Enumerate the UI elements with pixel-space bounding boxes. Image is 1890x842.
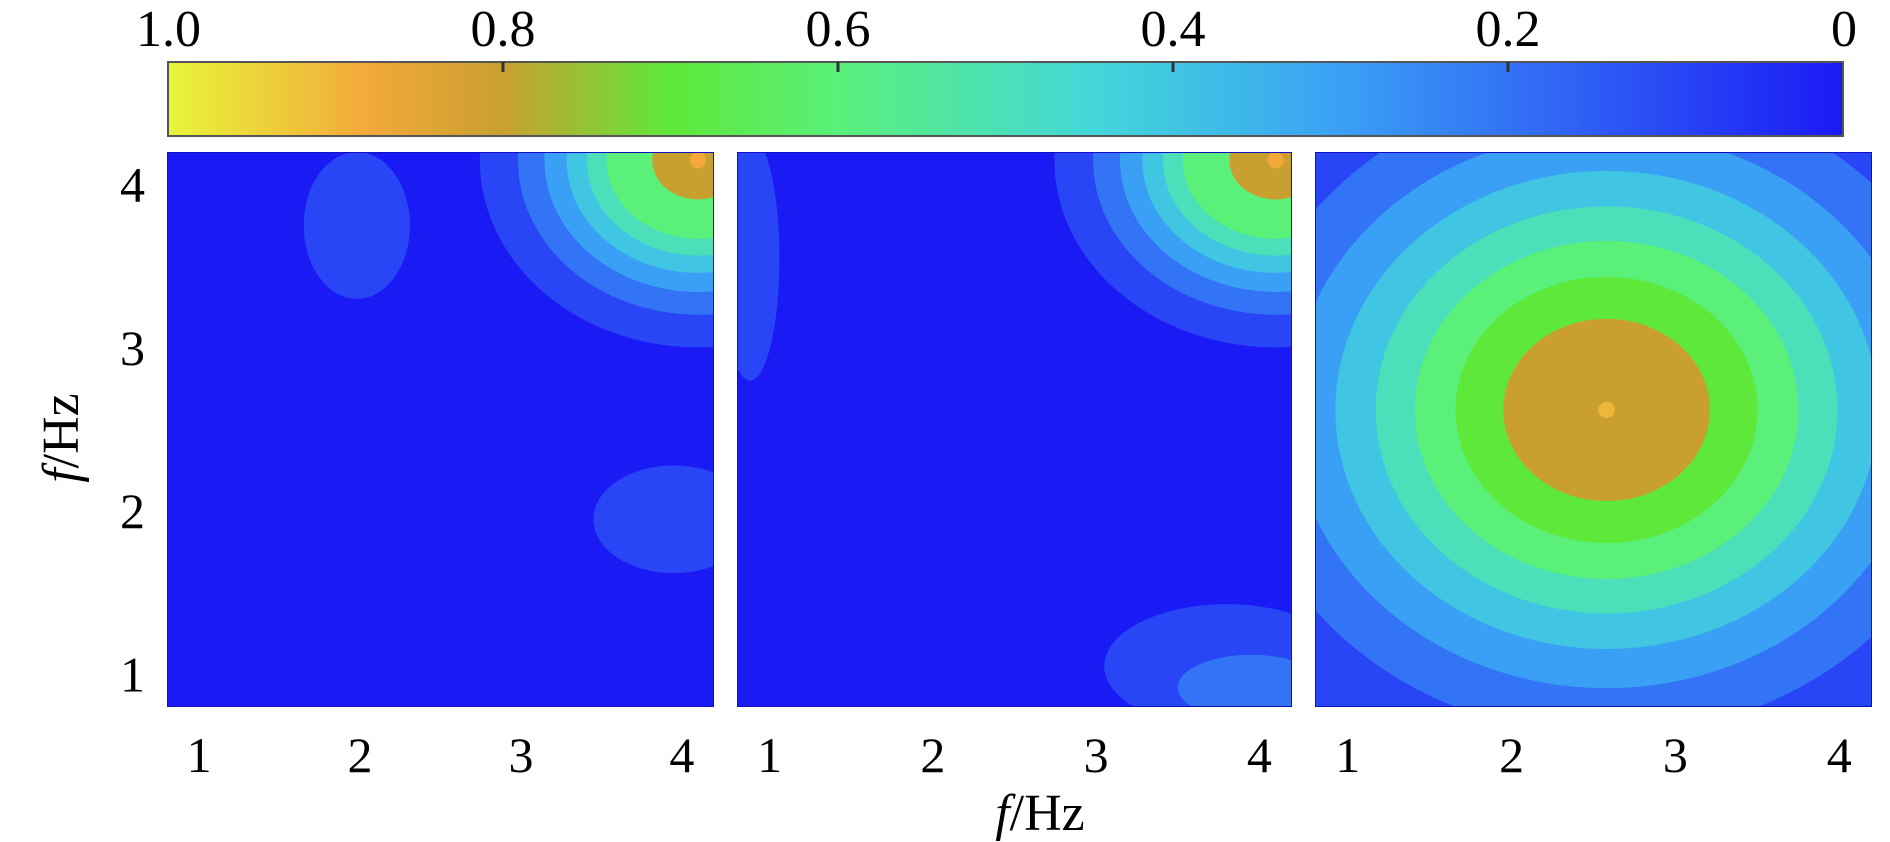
colorbar-tick-label: 0.4 [1141, 1, 1206, 58]
x-tick-label: 3 [508, 727, 533, 783]
y-tick-label: 1 [120, 646, 145, 702]
x-tick-label: 4 [669, 727, 694, 783]
contour-region [303, 152, 410, 299]
colorbar-tick-label: 0.2 [1476, 1, 1541, 58]
colorbar-tick-label: 1.0 [136, 1, 201, 58]
colorbar: 1.0 0.8 0.6 0.4 0.2 0 [136, 1, 1857, 137]
x-tick-label: 2 [348, 727, 373, 783]
x-tick-label: 3 [1084, 727, 1109, 783]
colorbar-ticks [501, 62, 1510, 72]
y-tick-label: 2 [120, 483, 145, 539]
contour-band [1598, 401, 1615, 419]
heatmap-panel-2-contours [737, 152, 1292, 707]
y-axis-label-unit: /Hz [33, 393, 90, 468]
x-tick-label: 4 [1247, 727, 1272, 783]
heatmap-panel-1 [167, 152, 714, 707]
x-tick-label: 3 [1663, 727, 1688, 783]
y-tick-label: 4 [120, 157, 145, 213]
x-tick-label: 1 [187, 727, 212, 783]
x-tick-label: 2 [920, 727, 945, 783]
colorbar-tick-labels: 1.0 0.8 0.6 0.4 0.2 0 [136, 1, 1857, 58]
colorbar-gradient [167, 61, 1844, 137]
heatmap-panel-3-contours [1315, 152, 1872, 707]
x-axis-label: f/Hz [995, 785, 1085, 842]
heatmap-panel-1-contours [167, 152, 714, 707]
colorbar-tick-label: 0 [1831, 1, 1857, 58]
heatmap-panel-2 [737, 152, 1292, 707]
y-tick-label: 3 [120, 320, 145, 376]
y-axis-label: f/Hz [33, 393, 90, 483]
contour-region [1177, 654, 1292, 707]
contour-band [689, 152, 706, 169]
x-axis-tick-labels: 1 2 3 4 1 2 3 4 1 2 3 4 [187, 727, 1852, 783]
colorbar-tick-label: 0.6 [806, 1, 871, 58]
y-axis-tick-labels: 1 2 3 4 [120, 157, 145, 703]
contour-region [593, 465, 714, 574]
x-tick-label: 1 [757, 727, 782, 783]
heatmap-panel-3 [1315, 152, 1872, 707]
x-tick-label: 1 [1335, 727, 1360, 783]
contour-region [737, 152, 780, 381]
contour-band [1267, 152, 1284, 169]
x-tick-label: 2 [1499, 727, 1524, 783]
x-axis-label-unit: /Hz [1010, 785, 1085, 842]
x-tick-label: 4 [1827, 727, 1852, 783]
colorbar-tick-label: 0.8 [471, 1, 536, 58]
